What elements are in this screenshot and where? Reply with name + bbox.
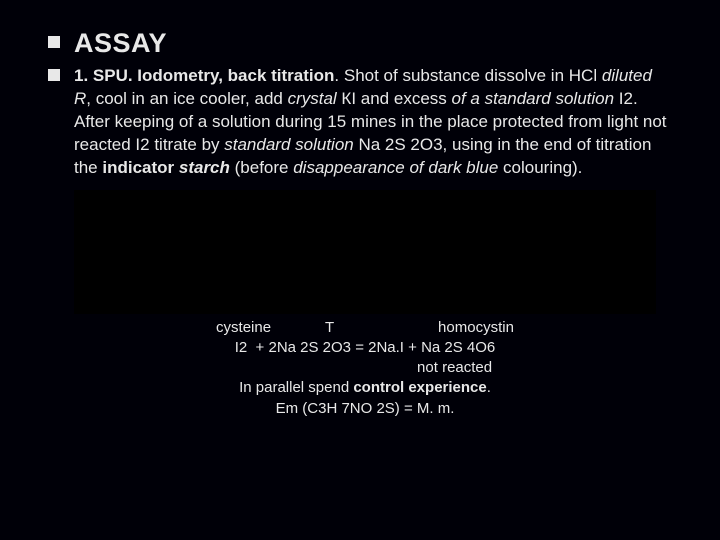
chemistry-diagram-placeholder xyxy=(74,190,656,314)
body-boldital-tail: starch xyxy=(179,158,230,177)
caption-line-1: cysteine T homocystin xyxy=(74,318,656,338)
body-seg: , cool in an ice cooler, add xyxy=(86,89,287,108)
caption-line-5: Em (С3Н 7NO 2S) = M. m. xyxy=(74,399,656,419)
body-row: 1. SPU. Iodometry, back titration. Shot … xyxy=(48,65,672,180)
caption-line-2: I2 + 2Na 2S 2O3 = 2Na.I + Na 2S 4O6 xyxy=(74,338,656,358)
heading-text: ASSAY xyxy=(74,28,167,59)
body-italic: disappearance of dark blue xyxy=(293,158,498,177)
caption-line-3: not reacted xyxy=(74,358,656,378)
body-seg: КI and excess xyxy=(337,89,452,108)
caption-bold: control experience xyxy=(353,379,486,396)
body-seg: . Shot of substance dissolve in HCl xyxy=(334,66,601,85)
caption-seg: In parallel spend xyxy=(239,379,353,396)
body-text: 1. SPU. Iodometry, back titration. Shot … xyxy=(74,65,672,180)
caption-block: cysteine T homocystin I2 + 2Na 2S 2O3 = … xyxy=(74,318,656,419)
caption-line-4: In parallel spend control experience. xyxy=(74,378,656,398)
body-italic: of a standard solution xyxy=(452,89,615,108)
slide: ASSAY 1. SPU. Iodometry, back titration.… xyxy=(0,0,720,540)
body-bold-lead: 1. SPU. Iodometry, back titration xyxy=(74,66,334,85)
bullet-icon xyxy=(48,36,60,48)
body-italic: crystal xyxy=(288,89,337,108)
caption-seg: . xyxy=(487,379,491,396)
body-seg: colouring). xyxy=(498,158,582,177)
body-seg: (before xyxy=(230,158,293,177)
body-italic: standard solution xyxy=(224,135,353,154)
bullet-icon xyxy=(48,69,60,81)
body-bold-tail: indicator xyxy=(102,158,179,177)
heading-row: ASSAY xyxy=(48,28,672,59)
